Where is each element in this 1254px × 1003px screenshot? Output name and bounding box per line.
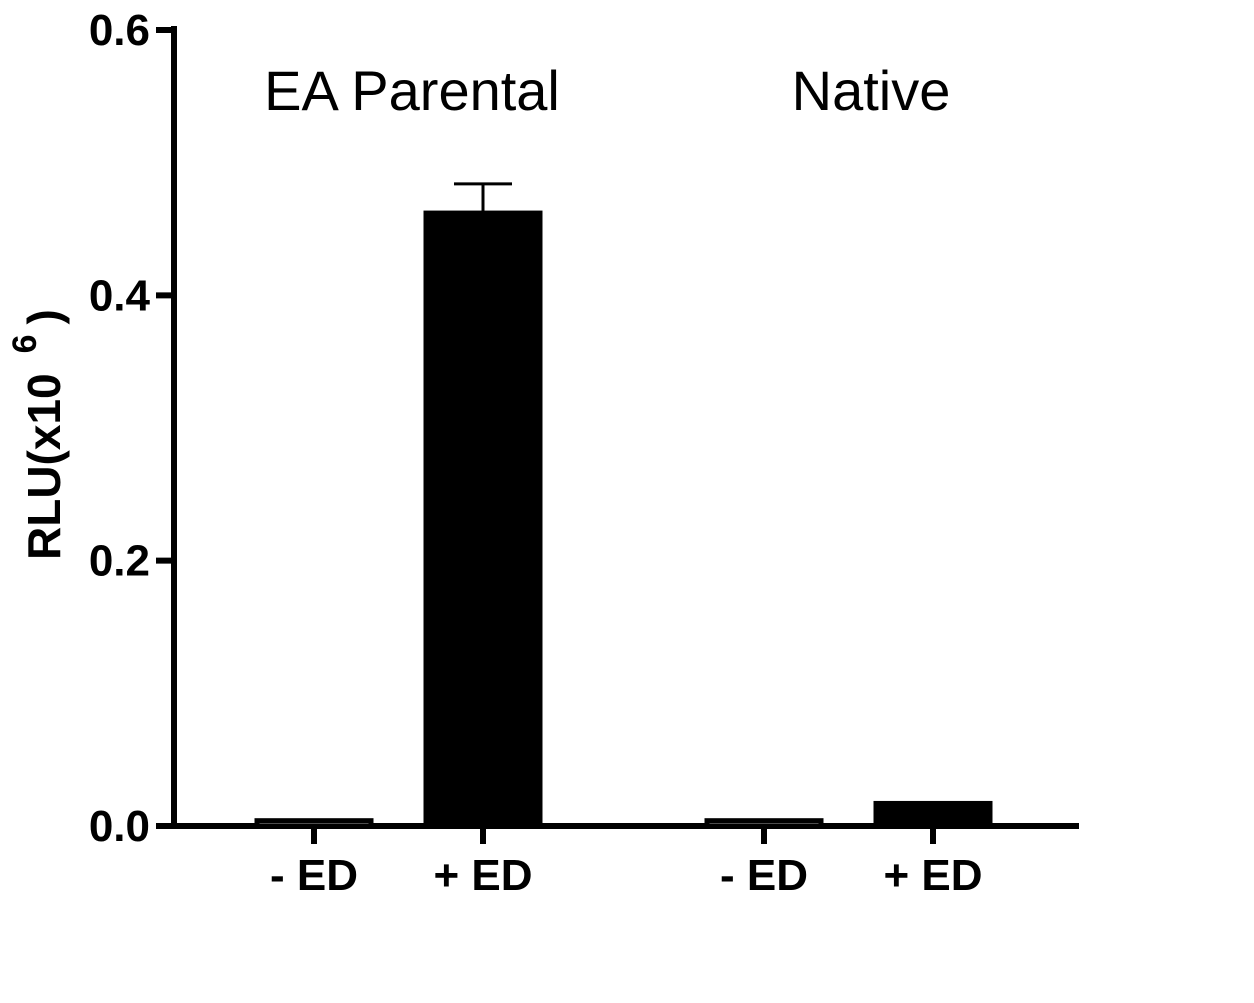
x-tick-label: + ED bbox=[883, 851, 982, 900]
x-ticks: - ED + ED - ED + ED bbox=[270, 826, 983, 900]
x-tick-label: - ED bbox=[720, 851, 808, 900]
group-label: Native bbox=[792, 59, 951, 122]
x-tick-label: - ED bbox=[270, 851, 358, 900]
bar bbox=[423, 210, 543, 829]
group-labels: EA Parental Native bbox=[264, 59, 950, 122]
x-tick-label: + ED bbox=[433, 851, 532, 900]
y-tick-label: 0.2 bbox=[89, 537, 150, 586]
bar bbox=[254, 818, 374, 829]
y-axis-title-exponent: 6 bbox=[6, 334, 44, 353]
y-tick-label: 0.0 bbox=[89, 802, 150, 851]
y-ticks: 0.0 0.2 0.4 0.6 bbox=[89, 6, 174, 851]
bar bbox=[704, 818, 824, 829]
y-axis-title-main: RLU(x10 bbox=[18, 373, 70, 560]
y-axis-title-close: ) bbox=[18, 309, 70, 324]
y-tick-label: 0.4 bbox=[89, 271, 151, 320]
axes bbox=[171, 26, 1079, 829]
bars bbox=[254, 182, 993, 829]
y-tick-label: 0.6 bbox=[89, 6, 150, 55]
y-axis-title: RLU(x10 6) bbox=[6, 309, 70, 560]
bar bbox=[873, 800, 993, 829]
group-label: EA Parental bbox=[264, 59, 560, 122]
